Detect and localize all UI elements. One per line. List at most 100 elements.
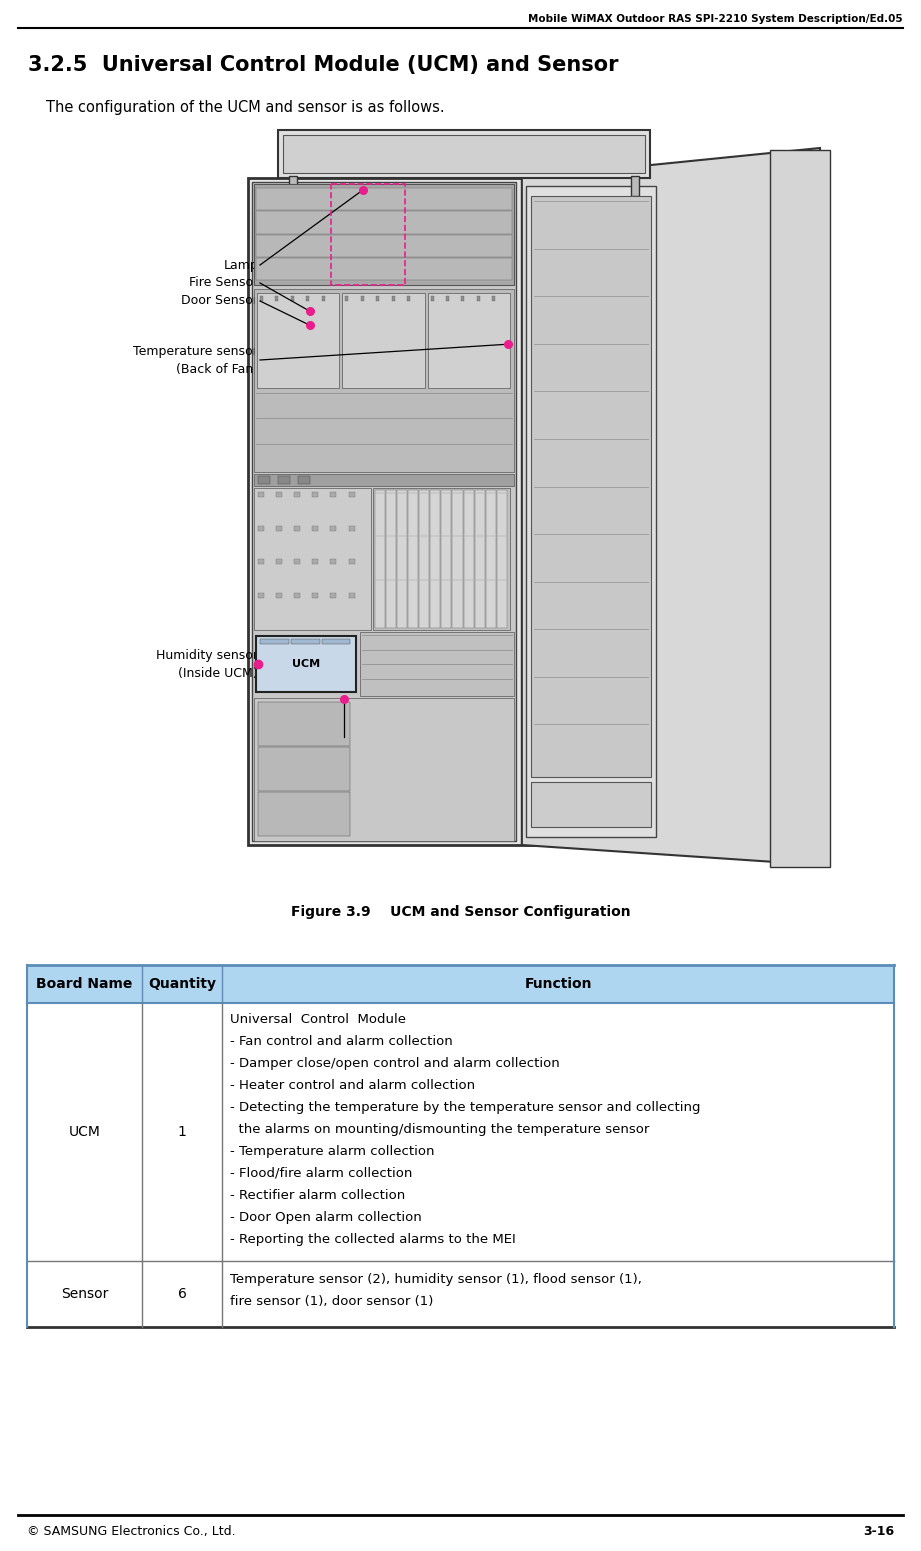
Text: - Temperature alarm collection: - Temperature alarm collection [230, 1145, 435, 1159]
Bar [349, 592, 355, 597]
Bar [294, 526, 300, 530]
Text: (Inside UCM): (Inside UCM) [179, 667, 258, 679]
Bar [254, 698, 514, 841]
Text: Temperature sensor (2), humidity sensor (1), flood sensor (1),: Temperature sensor (2), humidity sensor … [230, 1273, 642, 1286]
Bar [258, 476, 270, 484]
Text: - Door Open alarm collection: - Door Open alarm collection [230, 1211, 422, 1224]
Bar [530, 195, 651, 777]
Text: Fire Sensor: Fire Sensor [189, 276, 258, 290]
Bar [407, 296, 410, 301]
Bar [349, 526, 355, 530]
Bar [291, 296, 294, 301]
Bar [258, 492, 264, 496]
Text: Flood sensor: Flood sensor [305, 741, 384, 755]
Text: (Back of Fan): (Back of Fan) [176, 363, 258, 375]
Text: Lamp: Lamp [223, 259, 258, 271]
Bar [276, 526, 282, 530]
Bar [397, 490, 407, 628]
Text: Mobile WiMAX Outdoor RAS SPI-2210 System Description/Ed.05: Mobile WiMAX Outdoor RAS SPI-2210 System… [529, 14, 903, 23]
Bar [373, 489, 510, 630]
Bar [461, 296, 464, 301]
Bar [27, 1003, 894, 1261]
Bar [257, 293, 339, 388]
Text: - Damper close/open control and alarm collection: - Damper close/open control and alarm co… [230, 1056, 560, 1070]
Text: Universal  Control  Module: Universal Control Module [230, 1013, 406, 1027]
Text: - Rectifier alarm collection: - Rectifier alarm collection [230, 1190, 405, 1202]
Bar [485, 490, 495, 628]
Bar [452, 490, 462, 628]
Bar [345, 296, 348, 301]
Bar [419, 490, 429, 628]
Text: Quantity: Quantity [148, 977, 216, 991]
Bar [276, 558, 282, 565]
Bar [408, 490, 418, 628]
Bar [375, 490, 385, 628]
Bar [349, 492, 355, 496]
Bar [256, 636, 356, 692]
Bar [307, 296, 309, 301]
Bar [493, 296, 495, 301]
Text: UCM: UCM [69, 1124, 100, 1138]
Bar [256, 188, 512, 211]
Bar [360, 633, 514, 696]
Bar [275, 296, 278, 301]
Bar [254, 489, 371, 630]
Text: Sensor: Sensor [61, 1287, 109, 1301]
Text: - Fan control and alarm collection: - Fan control and alarm collection [230, 1035, 453, 1048]
Bar [294, 558, 300, 565]
Bar [294, 592, 300, 597]
Text: © SAMSUNG Electronics Co., Ltd.: © SAMSUNG Electronics Co., Ltd. [27, 1525, 236, 1539]
Text: Door Sensor: Door Sensor [181, 295, 258, 307]
Text: fire sensor (1), door sensor (1): fire sensor (1), door sensor (1) [230, 1295, 434, 1307]
Bar [27, 965, 894, 1003]
Text: UCM: UCM [292, 659, 321, 668]
Bar [331, 558, 336, 565]
Bar [276, 492, 282, 496]
Bar [289, 175, 297, 195]
Text: the alarms on mounting/dismounting the temperature sensor: the alarms on mounting/dismounting the t… [230, 1123, 649, 1135]
Bar [298, 476, 310, 484]
Bar [254, 290, 514, 472]
Bar [312, 526, 319, 530]
Bar [332, 185, 405, 285]
Bar [427, 293, 510, 388]
Bar [283, 135, 645, 174]
Text: - Detecting the temperature by the temperature sensor and collecting: - Detecting the temperature by the tempe… [230, 1101, 701, 1114]
Bar [321, 639, 350, 644]
Text: - Heater control and alarm collection: - Heater control and alarm collection [230, 1079, 475, 1092]
Text: Figure 3.9    UCM and Sensor Configuration: Figure 3.9 UCM and Sensor Configuration [291, 904, 630, 920]
Bar [386, 490, 396, 628]
Bar [248, 178, 680, 845]
Bar [256, 234, 512, 257]
Bar [446, 296, 449, 301]
Bar [430, 296, 434, 301]
Text: - Flood/fire alarm collection: - Flood/fire alarm collection [230, 1166, 413, 1180]
Bar [260, 639, 289, 644]
Bar [256, 257, 512, 281]
Bar [260, 296, 263, 301]
Bar [526, 186, 656, 838]
Bar [463, 490, 473, 628]
Text: 6: 6 [178, 1287, 187, 1301]
Bar [376, 296, 379, 301]
Bar [349, 558, 355, 565]
Bar [276, 592, 282, 597]
Bar [258, 793, 350, 836]
Bar [391, 296, 394, 301]
Bar [331, 526, 336, 530]
Bar [312, 558, 319, 565]
Bar [631, 175, 639, 195]
Bar [291, 639, 320, 644]
Bar [254, 185, 514, 285]
Bar [258, 748, 350, 791]
Bar [530, 782, 651, 827]
Bar [258, 526, 264, 530]
Bar [258, 592, 264, 597]
Bar [258, 703, 350, 746]
Bar [361, 296, 364, 301]
Bar [477, 296, 480, 301]
Bar [278, 130, 650, 178]
Text: 3-16: 3-16 [863, 1525, 894, 1539]
Text: 3.2.5  Universal Control Module (UCM) and Sensor: 3.2.5 Universal Control Module (UCM) and… [28, 54, 619, 74]
Text: Function: Function [524, 977, 592, 991]
